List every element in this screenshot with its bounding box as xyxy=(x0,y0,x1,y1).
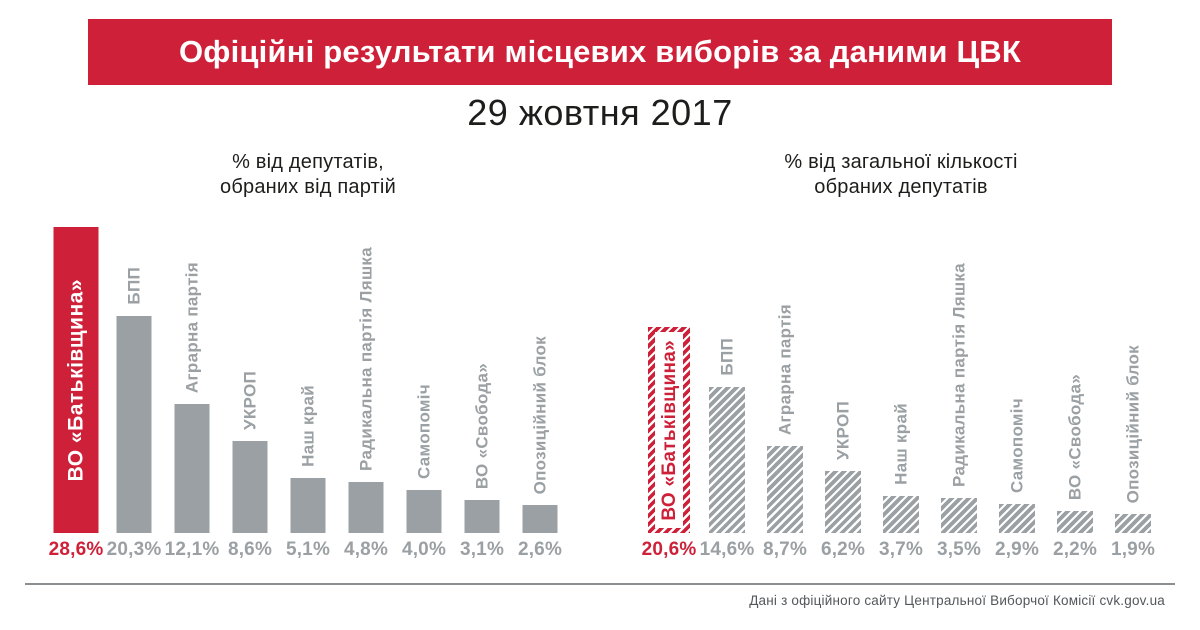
bar xyxy=(1115,514,1151,533)
bar xyxy=(232,441,268,533)
bar-column: Радикальна партія Ляшка 3,5% xyxy=(930,200,988,561)
bar xyxy=(348,482,384,533)
value-label: 8,7% xyxy=(762,539,808,560)
party-label: Радикальна партія Ляшка xyxy=(356,247,376,471)
value-label: 3,5% xyxy=(936,539,982,560)
bar xyxy=(1057,511,1093,533)
plot-right: ВО «Батьківщина» 20,6% БПП 14,6% Аграрна пар… xyxy=(640,200,1162,561)
party-label: УКРОП xyxy=(833,400,853,460)
data-source-note: Дані з офіційного сайту Центральної Вибо… xyxy=(749,593,1165,608)
bar xyxy=(174,404,210,533)
party-label: Опозиційний блок xyxy=(530,335,550,494)
bar-column: ВО «Батьківщина» 20,6% xyxy=(640,200,698,561)
bar-column: БПП 14,6% xyxy=(698,200,756,561)
value-label: 5,1% xyxy=(285,539,331,560)
chart-title-right: % від загальної кількості обраних депута… xyxy=(784,151,1018,198)
bar xyxy=(522,505,558,533)
bar-column: БПП 20,3% xyxy=(105,200,163,561)
label-strip: ВО «Батьківщина» xyxy=(655,332,683,528)
bar xyxy=(406,490,442,533)
bar-column: УКРОП 6,2% xyxy=(814,200,872,561)
value-label: 2,6% xyxy=(517,539,563,560)
highlight-bar: ВО «Батьківщина» xyxy=(53,227,99,533)
party-label: Самопоміч xyxy=(1007,398,1027,493)
bar-column: Опозиційний блок 2,6% xyxy=(511,200,569,561)
party-label: ВО «Батьківщина» xyxy=(658,339,680,521)
footer-divider xyxy=(25,583,1175,585)
value-label: 8,6% xyxy=(227,539,273,560)
bar xyxy=(767,446,803,533)
bar xyxy=(464,500,500,533)
party-label: Самопоміч xyxy=(414,384,434,479)
party-label: ВО «Свобода» xyxy=(472,362,492,489)
party-label: Аграрна партія xyxy=(182,261,202,393)
value-label: 14,6% xyxy=(699,539,755,560)
value-label: 12,1% xyxy=(164,539,220,560)
bar xyxy=(290,478,326,533)
value-label: 4,8% xyxy=(343,539,389,560)
value-label: 2,9% xyxy=(994,539,1040,560)
party-label: БПП xyxy=(124,267,144,305)
bar-column: Наш край 5,1% xyxy=(279,200,337,561)
value-label: 28,6% xyxy=(48,539,104,560)
bar-column: Аграрна партія 8,7% xyxy=(756,200,814,561)
plot-left: ВО «Батьківщина» 28,6% БПП 20,3% Аграрна пар… xyxy=(47,200,569,561)
party-label: ВО «Свобода» xyxy=(1065,373,1085,500)
bar-column: ВО «Свобода» 2,2% xyxy=(1046,200,1104,561)
bar-column: Аграрна партія 12,1% xyxy=(163,200,221,561)
bar xyxy=(825,471,861,533)
value-label: 3,7% xyxy=(878,539,924,560)
party-label: БПП xyxy=(717,338,737,376)
bar xyxy=(941,498,977,533)
bar-column: Опозиційний блок 1,9% xyxy=(1104,200,1162,561)
chart-title-left: % від депутатів, обраних від партій xyxy=(220,151,396,198)
bar-column: УКРОП 8,6% xyxy=(221,200,279,561)
title-banner: Офіційні результати місцевих виборів за … xyxy=(88,19,1112,85)
chart-percent-of-all-deputies: % від загальної кількості обраних депута… xyxy=(640,150,1162,561)
party-label: УКРОП xyxy=(240,370,260,430)
bar xyxy=(999,504,1035,533)
bar xyxy=(116,316,152,533)
bar-column: Самопоміч 4,0% xyxy=(395,200,453,561)
bar-column: ВО «Свобода» 3,1% xyxy=(453,200,511,561)
page-title: Офіційні результати місцевих виборів за … xyxy=(178,34,1022,69)
party-label: Радикальна партія Ляшка xyxy=(949,263,969,487)
party-label: Наш край xyxy=(891,403,911,485)
bar-column: Радикальна партія Ляшка 4,8% xyxy=(337,200,395,561)
value-label: 2,2% xyxy=(1052,539,1098,560)
value-label: 20,6% xyxy=(641,539,697,560)
value-label: 3,1% xyxy=(459,539,505,560)
date-subtitle: 29 жовтня 2017 xyxy=(467,92,733,133)
bar xyxy=(709,387,745,533)
bar xyxy=(883,496,919,533)
party-label: Опозиційний блок xyxy=(1123,344,1143,503)
party-label: ВО «Батьківщина» xyxy=(64,278,88,482)
value-label: 20,3% xyxy=(106,539,162,560)
highlight-bar: ВО «Батьківщина» xyxy=(648,327,690,533)
value-label: 1,9% xyxy=(1110,539,1156,560)
party-label: Аграрна партія xyxy=(775,303,795,435)
value-label: 4,0% xyxy=(401,539,447,560)
bar-column: ВО «Батьківщина» 28,6% xyxy=(47,200,105,561)
value-label: 6,2% xyxy=(820,539,866,560)
bar-column: Самопоміч 2,9% xyxy=(988,200,1046,561)
bar-column: Наш край 3,7% xyxy=(872,200,930,561)
party-label: Наш край xyxy=(298,385,318,467)
chart-percent-of-party-deputies: % від депутатів, обраних від партій ВО «… xyxy=(47,150,569,561)
